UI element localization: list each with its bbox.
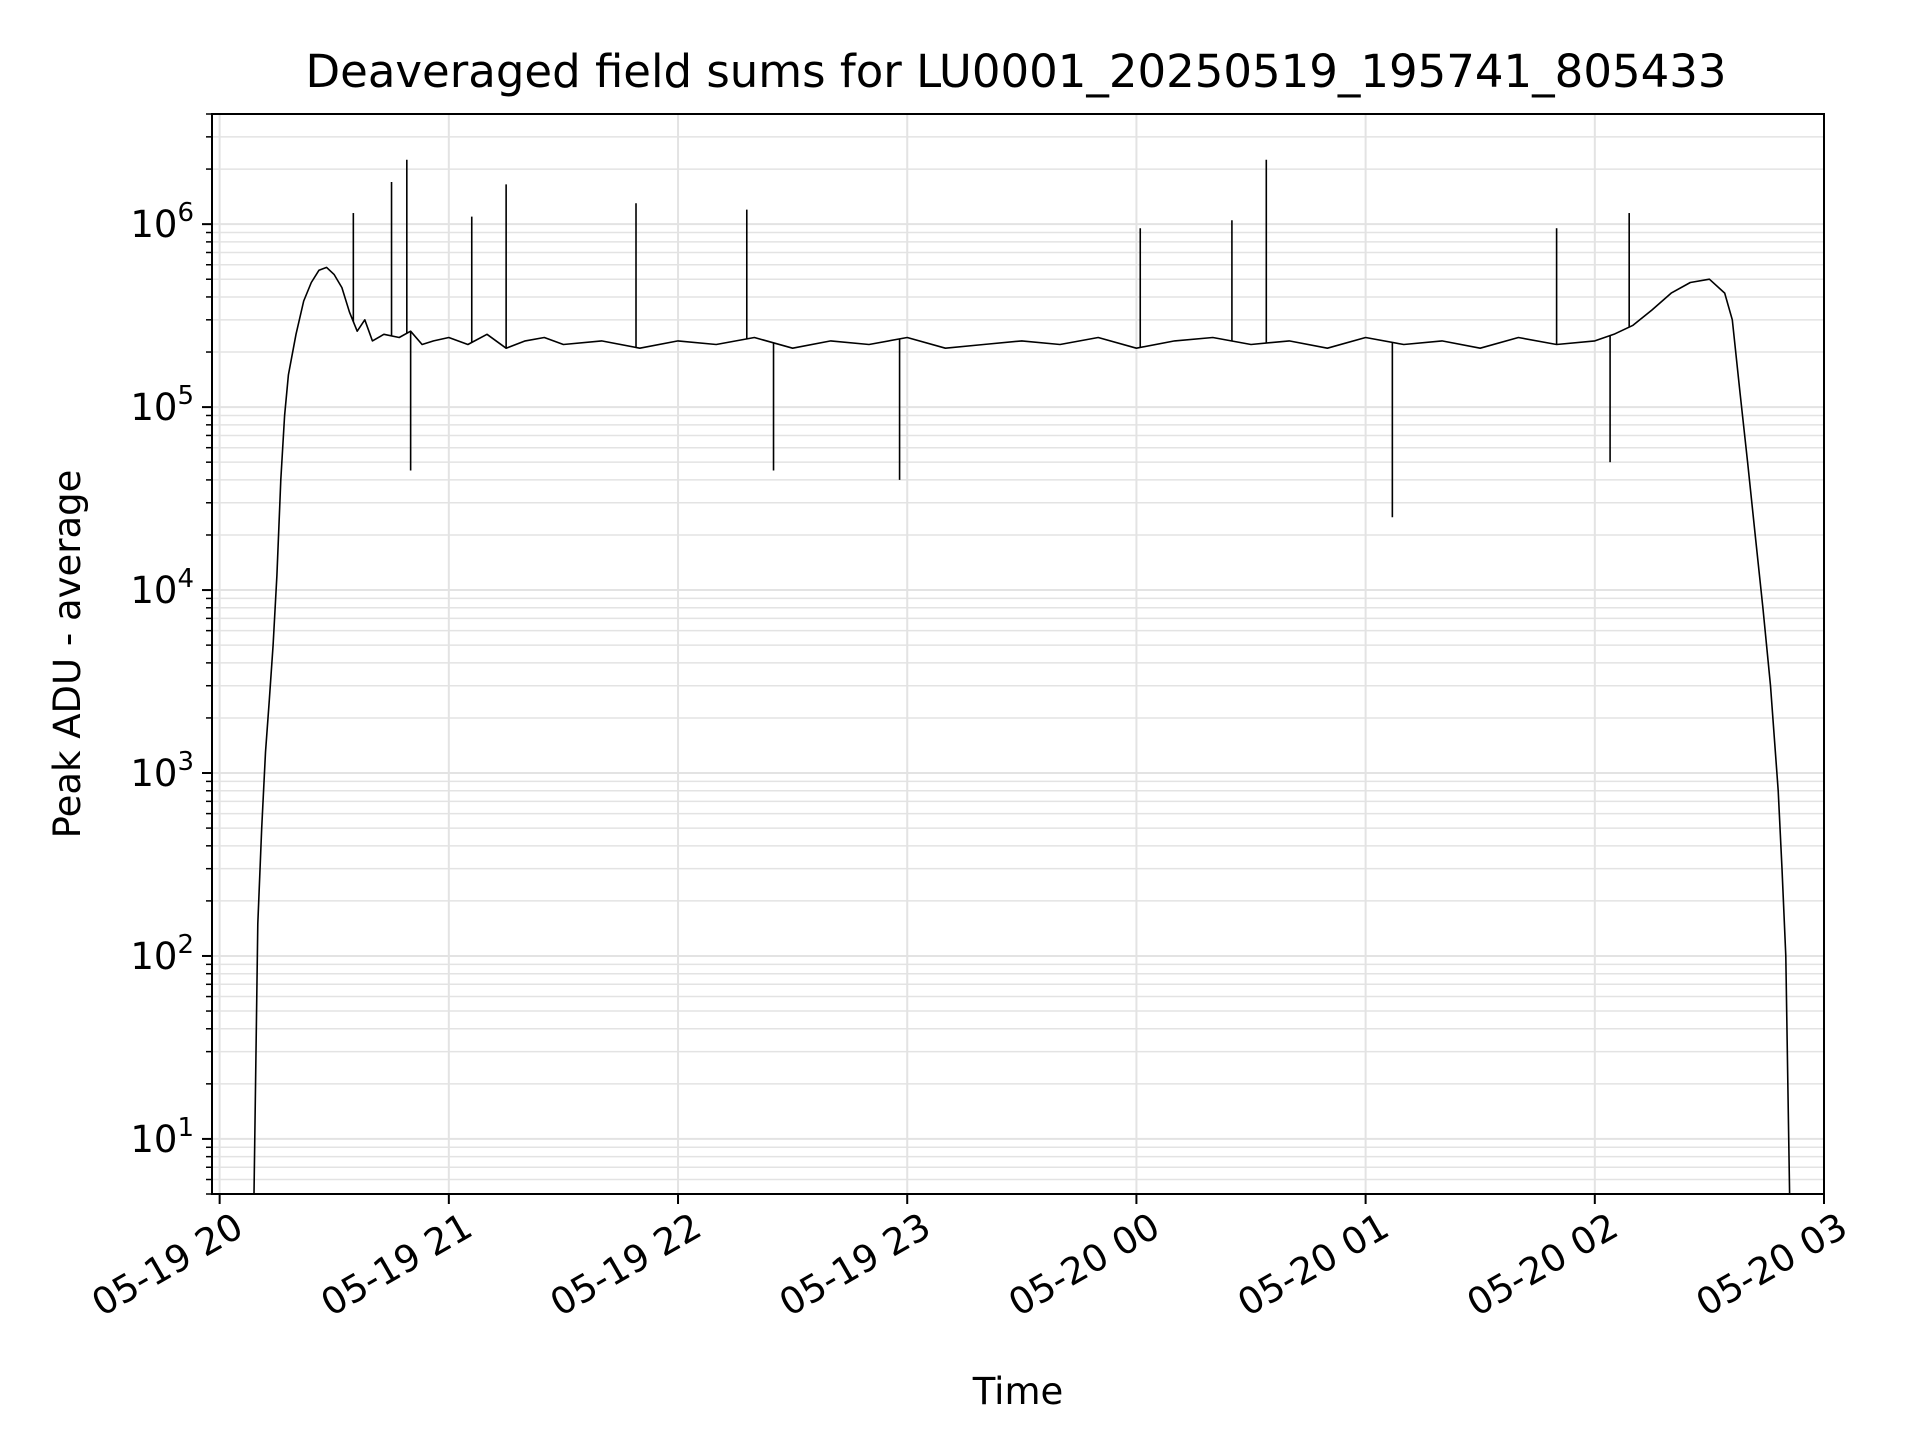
y-tick-label: 106: [130, 198, 194, 246]
y-tick-label: 101: [130, 1113, 194, 1161]
x-tick-label: 05-20 01: [1231, 1205, 1397, 1325]
y-tick-label: 105: [130, 381, 194, 429]
chart-title: Deaveraged field sums for LU0001_2025051…: [306, 45, 1727, 98]
x-axis-label: Time: [972, 1370, 1064, 1413]
series-layer: [253, 159, 1791, 1195]
x-tick-label: 05-20 02: [1460, 1205, 1626, 1325]
y-tick-label: 103: [130, 747, 194, 795]
y-tick-label: 102: [130, 930, 194, 978]
axis-ticks: 101 102 103 104 105 106 05-19 20 05-19 21 05-19 …: [85, 113, 1855, 1325]
x-tick-label: 05-19 20: [85, 1205, 251, 1325]
x-tick-label: 05-20 03: [1689, 1205, 1855, 1325]
y-tick-label: 104: [130, 564, 194, 612]
x-tick-label: 05-20 00: [1001, 1205, 1167, 1325]
plot-frame: [211, 113, 1825, 1195]
x-tick-label: 05-19 22: [543, 1205, 709, 1325]
grid-lines: [212, 113, 1825, 1195]
series-line: [253, 266, 1791, 1195]
x-tick-label: 05-19 21: [314, 1205, 480, 1325]
y-axis-label: Peak ADU - average: [46, 470, 89, 839]
x-tick-label: 05-19 23: [772, 1205, 938, 1325]
